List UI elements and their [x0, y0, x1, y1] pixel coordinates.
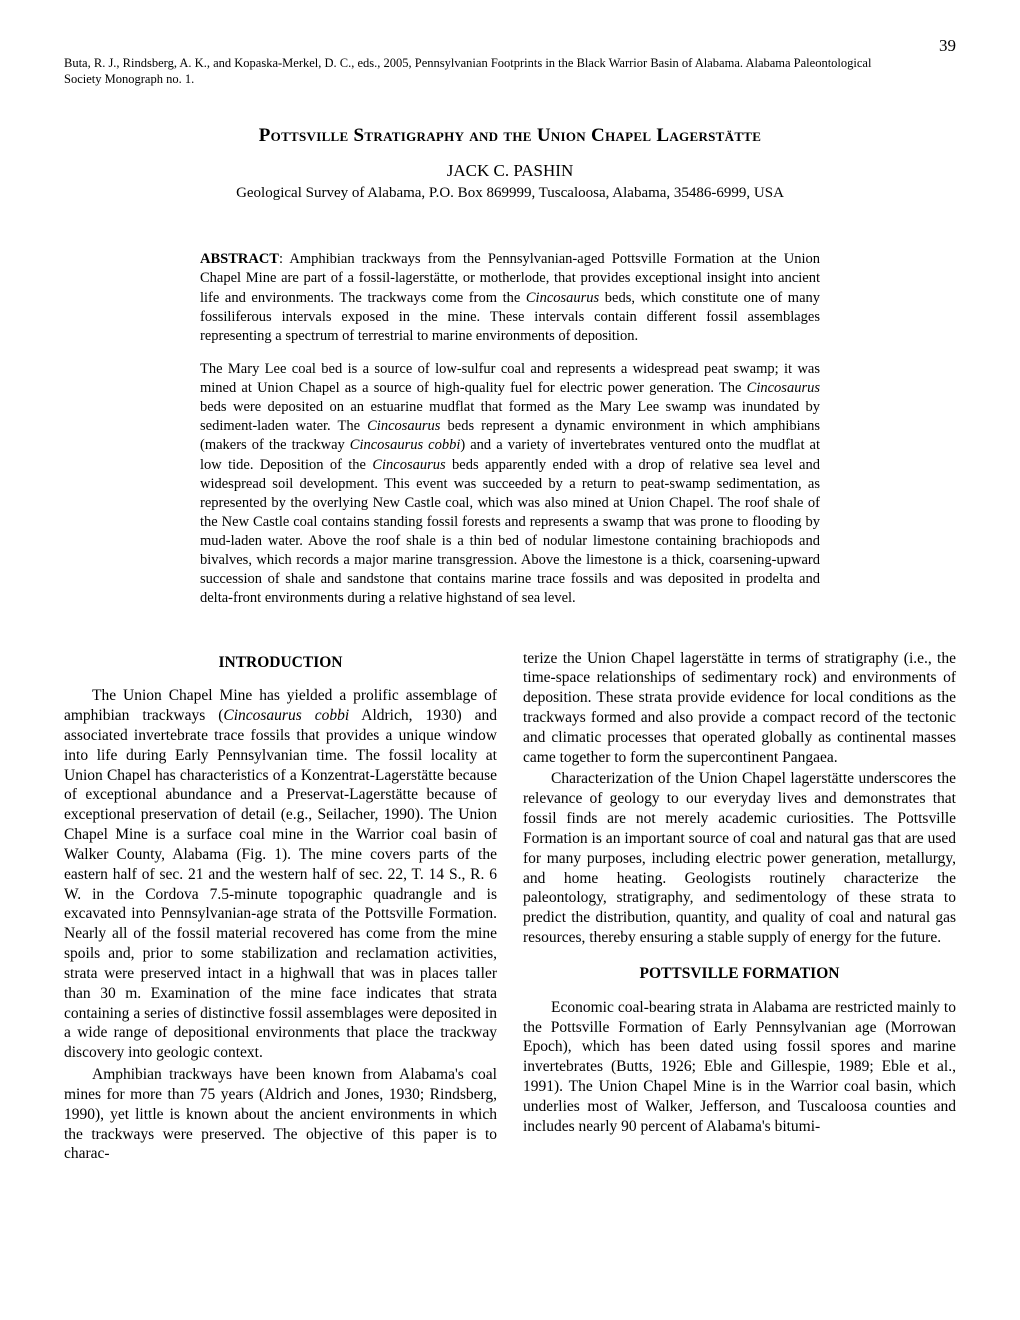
page: 39 Buta, R. J., Rindsberg, A. K., and Ko…: [0, 0, 1020, 1320]
abstract-italic-2d: Cincosaurus: [372, 457, 445, 473]
abstract-italic-1: Cincosaurus: [526, 290, 599, 306]
intro-paragraph-2: Amphibian trackways have been known from…: [64, 1065, 497, 1164]
abstract-text-2a: The Mary Lee coal bed is a source of low…: [200, 361, 820, 396]
abstract-text-2e: beds apparently ended with a drop of rel…: [200, 457, 820, 607]
page-number: 39: [939, 36, 956, 56]
author-affiliation: Geological Survey of Alabama, P.O. Box 8…: [64, 185, 956, 202]
left-column: INTRODUCTION The Union Chapel Mine has y…: [64, 649, 497, 1167]
abstract-italic-2a: Cincosaurus: [747, 380, 820, 396]
citation-header: Buta, R. J., Rindsberg, A. K., and Kopas…: [64, 56, 884, 87]
abstract-paragraph-1: ABSTRACT: Amphibian trackways from the P…: [200, 250, 820, 346]
author-name: JACK C. PASHIN: [64, 161, 956, 181]
intro-paragraph-1: The Union Chapel Mine has yielded a prol…: [64, 686, 497, 1063]
col2-paragraph-1: terize the Union Chapel lagerstätte in t…: [523, 649, 956, 768]
intro-text-1b: Aldrich, 1930) and associated invertebra…: [64, 707, 497, 1061]
pottsville-paragraph-1: Economic coal-bearing strata in Alabama …: [523, 998, 956, 1137]
pottsville-heading: POTTSVILLE FORMATION: [523, 964, 956, 984]
right-column: terize the Union Chapel lagerstätte in t…: [523, 649, 956, 1167]
intro-italic-1: Cincosaurus cobbi: [223, 707, 349, 724]
abstract-italic-2b: Cincosaurus: [367, 418, 440, 434]
abstract-block: ABSTRACT: Amphibian trackways from the P…: [200, 250, 820, 608]
article-title: Pottsville Stratigraphy and the Union Ch…: [64, 125, 956, 147]
body-columns: INTRODUCTION The Union Chapel Mine has y…: [64, 649, 956, 1167]
abstract-italic-2c: Cincosaurus cobbi: [350, 437, 461, 453]
col2-paragraph-2: Characterization of the Union Chapel lag…: [523, 769, 956, 947]
abstract-paragraph-2: The Mary Lee coal bed is a source of low…: [200, 360, 820, 609]
abstract-label: ABSTRACT: [200, 251, 279, 267]
introduction-heading: INTRODUCTION: [64, 653, 497, 673]
